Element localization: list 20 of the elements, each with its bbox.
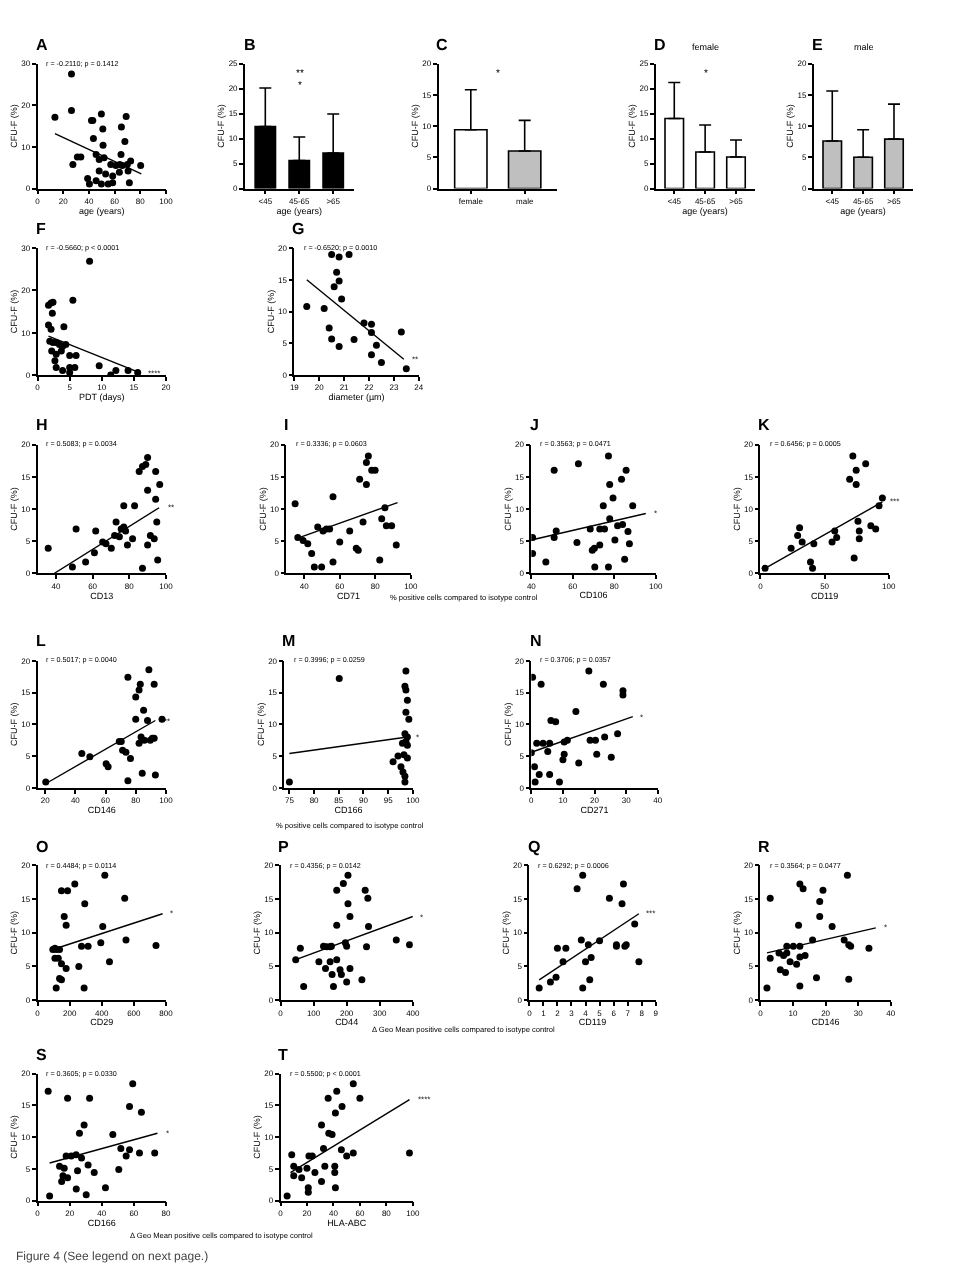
- chart-title: H: [36, 416, 48, 434]
- chart-title: F: [36, 220, 46, 238]
- chart-title: D: [654, 36, 666, 54]
- chart-title: L: [36, 632, 46, 650]
- chart-title: B: [244, 36, 256, 54]
- chart-title: O: [36, 838, 49, 856]
- chart-title: M: [282, 632, 296, 650]
- chart-title: G: [292, 220, 305, 238]
- chart-title: Q: [528, 838, 541, 856]
- chart-title: A: [36, 36, 48, 54]
- chart-title: S: [36, 1046, 48, 1064]
- chart-title: I: [284, 416, 289, 434]
- chart-title: P: [278, 838, 290, 856]
- chart-title: E: [812, 36, 824, 54]
- chart-title: N: [530, 632, 542, 650]
- chart-title: R: [758, 838, 770, 856]
- chart-title: T: [278, 1046, 288, 1064]
- chart-title: J: [530, 416, 539, 434]
- chart-title: K: [758, 416, 770, 434]
- chart-title: C: [436, 36, 448, 54]
